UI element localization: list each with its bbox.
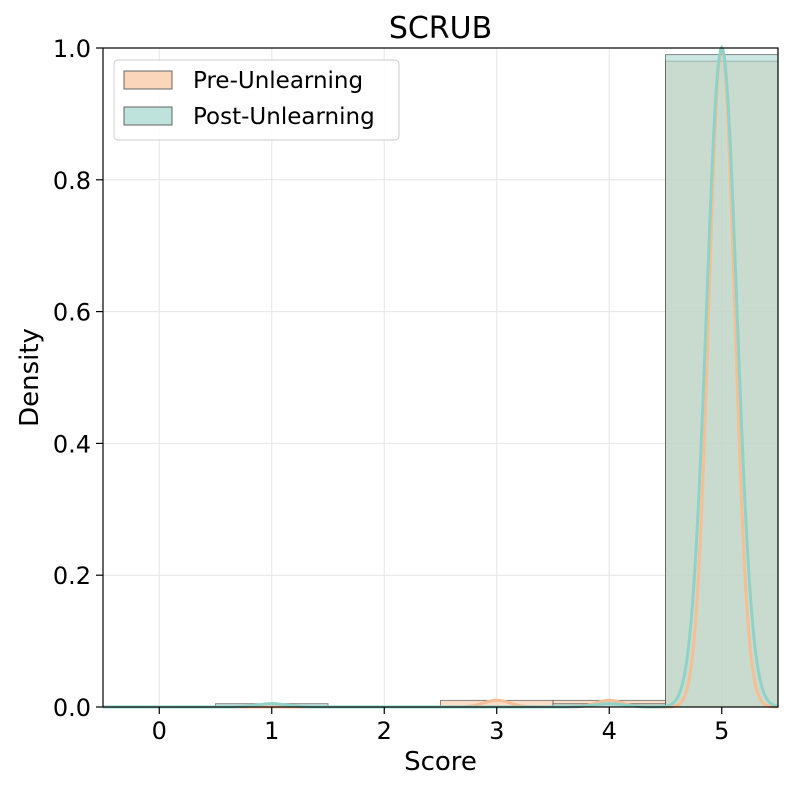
legend-swatch-post-unlearning: [123, 106, 173, 126]
legend: Pre-Unlearning Post-Unlearning: [113, 59, 400, 141]
y-tick-label: 0.6: [53, 299, 91, 327]
y-axis-label: Density: [15, 328, 45, 427]
x-tick-label: 5: [714, 717, 729, 745]
y-tick-label: 1.0: [53, 35, 91, 63]
y-tick-label: 0.0: [53, 694, 91, 722]
x-axis-label: Score: [404, 747, 477, 777]
x-tick-label: 1: [264, 717, 279, 745]
legend-label-pre-unlearning: Pre-Unlearning: [193, 68, 363, 94]
y-tick-label: 0.8: [53, 167, 91, 195]
legend-label-post-unlearning: Post-Unlearning: [193, 104, 375, 130]
x-tick-label: 0: [152, 717, 167, 745]
x-tick-label: 2: [377, 717, 392, 745]
x-tick-label: 4: [602, 717, 617, 745]
legend-box: [113, 59, 400, 141]
y-tick-label: 0.4: [53, 430, 91, 458]
y-tick-label: 0.2: [53, 562, 91, 590]
ticks-layer: 0 1 2 3 4 5 0.0 0.2 0.4 0.6 0.8 1.0: [53, 35, 730, 745]
chart-title: SCRUB: [389, 11, 492, 46]
x-tick-label: 3: [489, 717, 504, 745]
bar-post-unlearning-5: [665, 54, 779, 708]
legend-swatch-pre-unlearning: [123, 70, 173, 90]
plot-frame: [102, 47, 779, 708]
